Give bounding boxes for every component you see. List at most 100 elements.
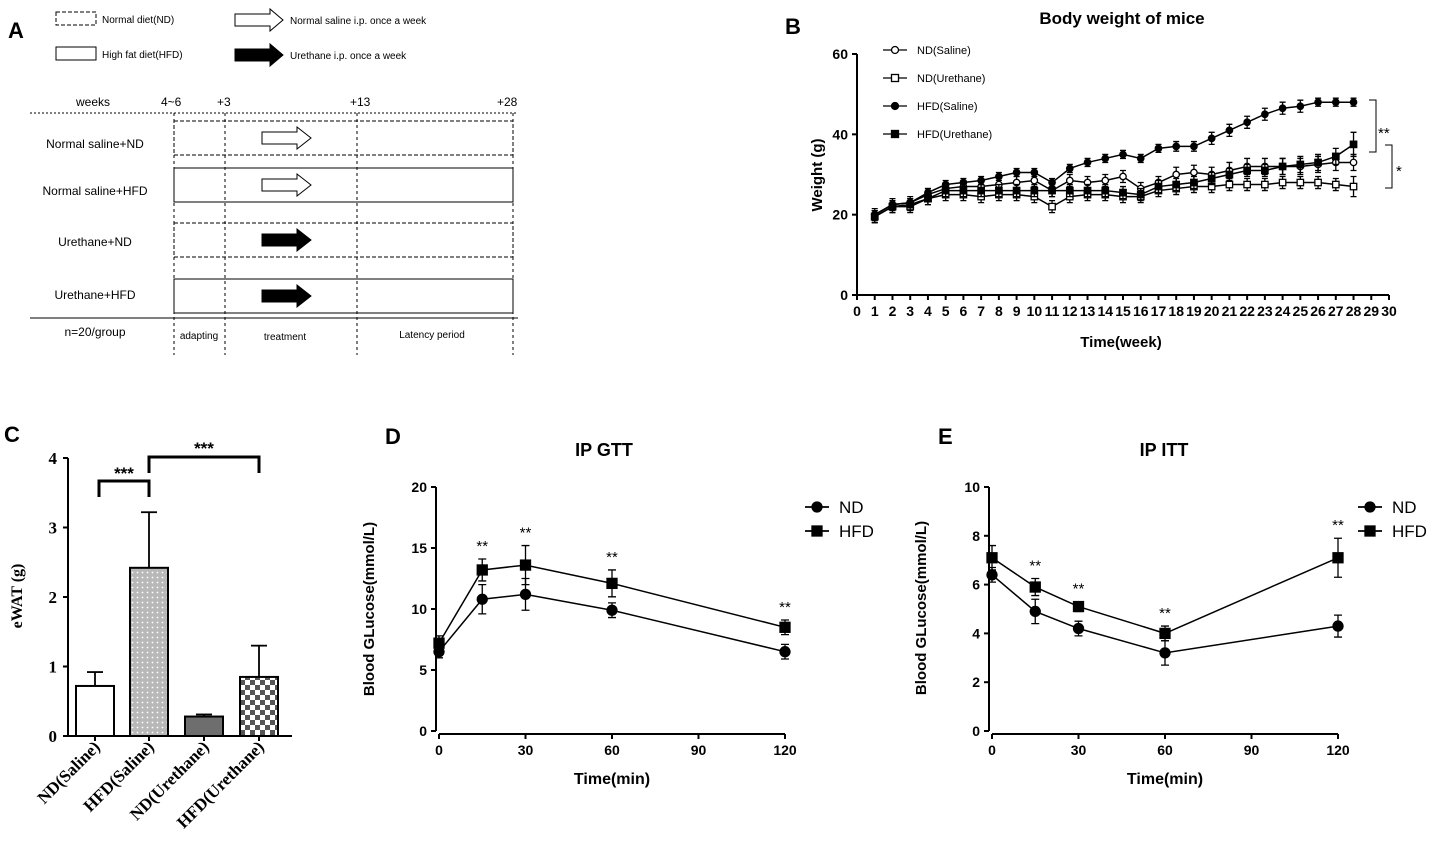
data-point (1278, 104, 1287, 113)
legend-hfd-label: High fat diet(HFD) (102, 50, 183, 61)
footer-adapting-label: adapting (180, 331, 218, 342)
significance-label: ** (476, 538, 488, 555)
legend-marker (1364, 501, 1376, 513)
series-line-hfd-saline- (874, 101, 1354, 216)
data-point (941, 186, 950, 195)
significance-label: ** (1029, 558, 1041, 575)
chart-b-ylabel: Weight (g) (809, 138, 826, 211)
panel-label-b: B (785, 14, 801, 39)
group-label-urethane-hfd: Urethane+HFD (54, 288, 135, 302)
data-point (1119, 150, 1127, 159)
data-point (606, 577, 618, 590)
footer-latency-label: Latency period (399, 330, 465, 341)
x-tick-label: 21 (1222, 303, 1238, 319)
data-point (1154, 182, 1163, 191)
data-point (995, 172, 1003, 181)
x-tick-label: 120 (1326, 742, 1350, 758)
y-tick-label: 20 (832, 207, 848, 223)
data-point (1331, 180, 1340, 189)
data-point (1349, 98, 1358, 107)
data-point (870, 212, 879, 221)
data-point (906, 200, 915, 209)
data-point (1172, 142, 1181, 151)
legend-marker (890, 129, 900, 139)
x-tick-label: 2 (889, 303, 897, 319)
data-point (1331, 152, 1340, 161)
chart-c-ylabel: eWAT (g) (9, 564, 26, 629)
data-point (1030, 186, 1039, 195)
urethane-arrow-icon (261, 283, 312, 309)
legend-label: HFD(Urethane) (917, 129, 992, 141)
data-point (1119, 172, 1127, 181)
y-tick-label: 60 (832, 46, 848, 62)
timeline-start-label: 4~6 (161, 95, 182, 109)
data-point (519, 559, 532, 571)
group-row-urethane-nd (173, 222, 514, 258)
legend-marker (1364, 525, 1376, 537)
data-point (433, 637, 445, 649)
legend-marker (890, 45, 900, 55)
bar (129, 566, 169, 737)
data-point (1296, 160, 1305, 169)
x-tick-label: 60 (604, 742, 620, 758)
y-tick-label: 5 (419, 662, 427, 678)
data-point (779, 646, 791, 658)
legend-label: ND (839, 498, 864, 517)
panel-e: E IP ITT Time(min) Blood GLucose(mmol/L)… (913, 424, 1427, 788)
x-tick-label: 9 (1013, 303, 1021, 319)
significance-label: *** (194, 439, 214, 458)
x-tick-label: 27 (1328, 303, 1344, 319)
data-point (1072, 600, 1085, 613)
x-tick-label: 90 (691, 742, 707, 758)
y-tick-label: 6 (972, 577, 980, 593)
y-tick-label: 0 (419, 723, 427, 739)
data-point (1030, 176, 1039, 185)
chart-b-xlabel: Time(week) (1080, 334, 1161, 351)
data-point (1207, 134, 1216, 143)
data-point (1278, 178, 1287, 187)
data-point (1190, 178, 1198, 187)
significance-bracket (147, 455, 261, 473)
data-point (1349, 158, 1358, 167)
y-tick-label: 4 (972, 625, 980, 641)
x-tick-label: 90 (1244, 742, 1260, 758)
data-point (1225, 170, 1234, 179)
data-point (888, 202, 897, 211)
y-tick-label: 8 (972, 528, 980, 544)
data-point (1065, 164, 1074, 173)
y-tick-label: 2 (49, 588, 58, 607)
x-tick-label: 20 (1204, 303, 1220, 319)
data-point (1065, 186, 1074, 195)
data-point (779, 621, 791, 633)
data-point (606, 604, 618, 616)
data-point (1349, 140, 1358, 149)
y-tick-label: 40 (832, 126, 848, 142)
x-tick-label: 30 (1071, 742, 1087, 758)
data-point (1225, 126, 1234, 135)
data-point (1012, 186, 1021, 195)
x-tick-label: 24 (1275, 303, 1291, 319)
data-point (924, 194, 932, 203)
data-point (959, 186, 968, 195)
data-point (1136, 154, 1145, 163)
group-label-urethane-nd: Urethane+ND (58, 235, 132, 249)
data-point (476, 593, 488, 605)
data-point (1331, 98, 1340, 107)
x-tick-label: 30 (1381, 303, 1397, 319)
legend-nd-label: Normal diet(ND) (102, 15, 174, 26)
data-point (1225, 180, 1234, 189)
x-tick-label: 120 (773, 742, 797, 758)
chart-d-xlabel: Time(min) (574, 771, 650, 788)
data-point (1048, 202, 1056, 211)
significance-label: ** (1378, 125, 1390, 142)
group-row-urethane-hfd (173, 278, 514, 314)
x-tick-label: 13 (1080, 303, 1096, 319)
data-point (1243, 166, 1251, 175)
legend-label: ND(Saline) (917, 45, 971, 57)
legend-label: HFD (839, 522, 874, 541)
x-tick-label: 4 (924, 303, 932, 319)
group-label-saline-hfd: Normal saline+HFD (42, 184, 147, 198)
data-point (1314, 98, 1322, 107)
data-point (476, 564, 488, 576)
x-tick-label: 11 (1045, 303, 1060, 319)
